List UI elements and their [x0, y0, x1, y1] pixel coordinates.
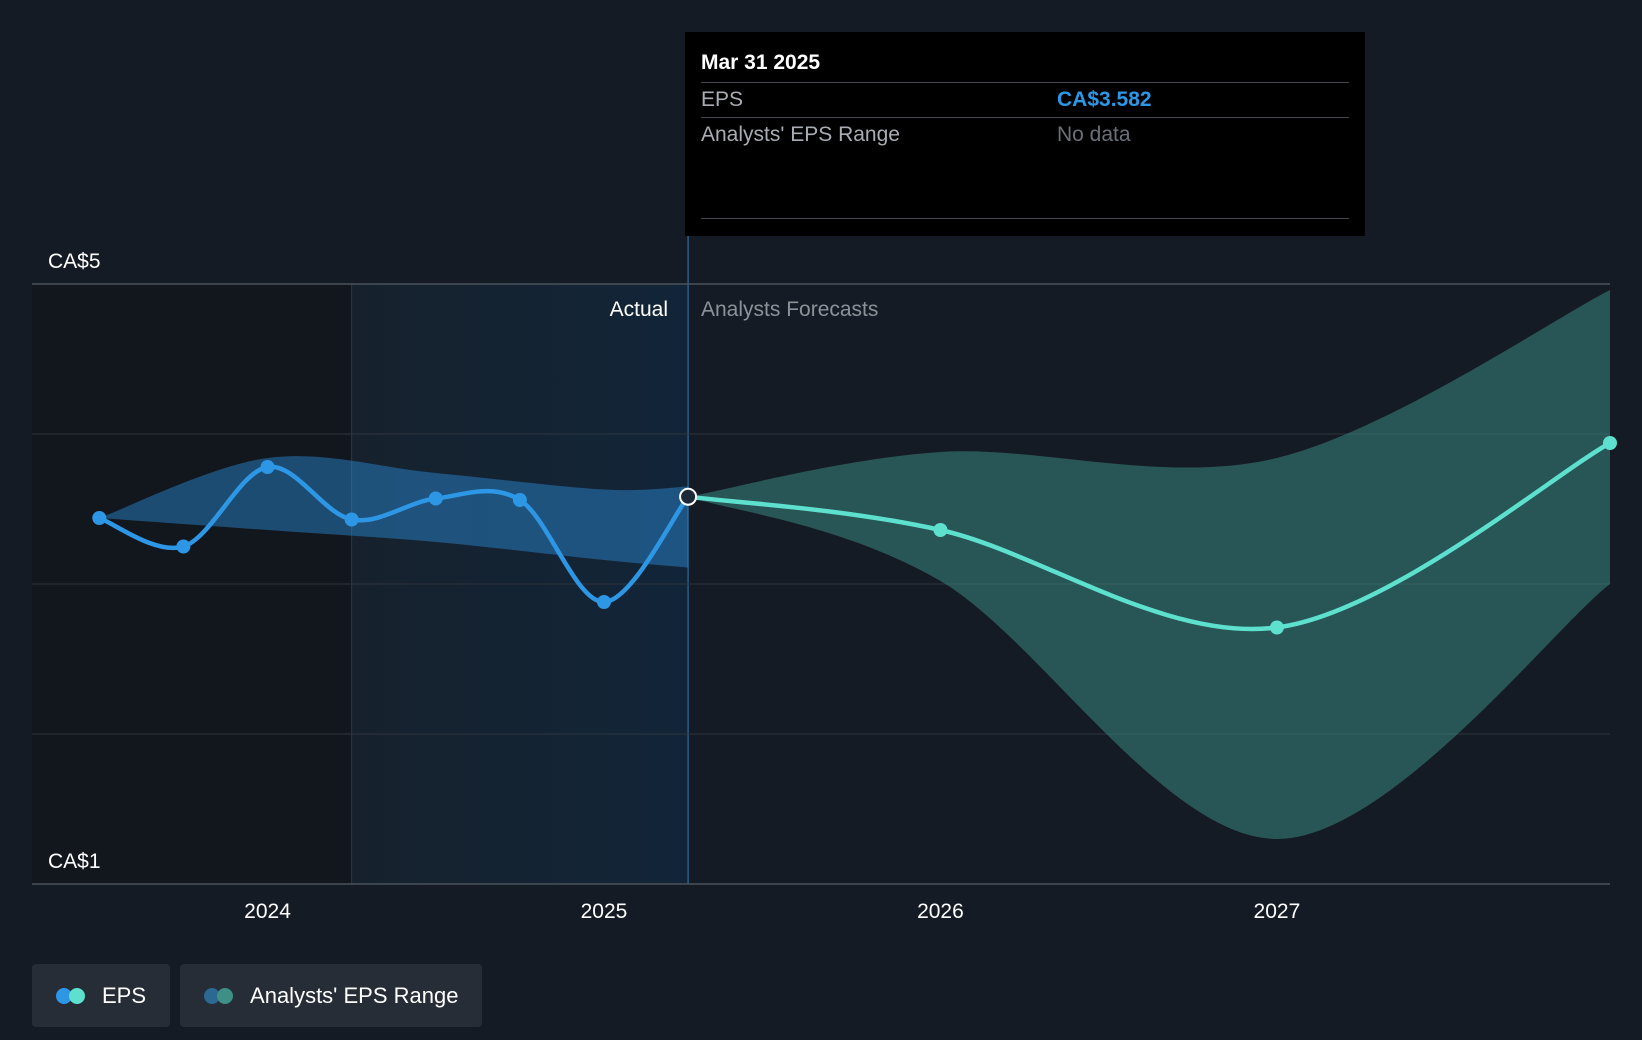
legend-dot — [56, 987, 72, 1004]
eps-point-6 — [596, 595, 611, 609]
eps-range-area-forecast — [688, 290, 1610, 840]
tooltip-range-label: Analysts' EPS Range — [701, 123, 900, 146]
x-tick-label-2027: 2027 — [1254, 900, 1301, 923]
legend-dot — [217, 987, 234, 1004]
eps-forecast-point-2 — [1269, 620, 1284, 635]
legend-dot — [204, 987, 221, 1004]
tooltip-eps-label: EPS — [701, 88, 744, 111]
legend-eps-label: EPS — [102, 982, 147, 1008]
legend: EPS Analysts' EPS Range — [32, 964, 483, 1027]
eps-point-0 — [92, 511, 107, 525]
eps-point-3 — [344, 512, 359, 527]
actual-region-label: Actual — [610, 298, 668, 321]
tooltip-eps-value: CA$3.582 — [1057, 88, 1152, 111]
y-tick-label-top: CA$5 — [48, 250, 101, 273]
eps-legend-icon — [56, 987, 86, 1004]
tooltip: Mar 31 2025 EPS CA$3.582 Analysts' EPS R… — [685, 32, 1365, 236]
eps-point-2 — [260, 460, 275, 474]
legend-item-eps-range[interactable]: Analysts' EPS Range — [180, 964, 483, 1027]
tooltip-divider — [701, 218, 1349, 219]
eps-forecast-point-1 — [933, 523, 948, 537]
eps-point-4 — [428, 491, 443, 506]
legend-dot — [69, 987, 85, 1004]
eps-forecast-point-3 — [1603, 436, 1617, 450]
y-tick-label-bottom: CA$1 — [48, 850, 101, 873]
tooltip-date: Mar 31 2025 — [701, 46, 1349, 83]
legend-item-eps[interactable]: EPS — [32, 964, 171, 1027]
tooltip-row-range: Analysts' EPS Range No data — [701, 118, 1349, 152]
tooltip-range-value: No data — [1057, 123, 1131, 146]
tooltip-row-eps: EPS CA$3.582 — [701, 83, 1349, 118]
x-tick-label-2024: 2024 — [244, 900, 291, 923]
eps-range-legend-icon — [204, 987, 234, 1004]
legend-range-label: Analysts' EPS Range — [250, 982, 459, 1008]
x-tick-label-2026: 2026 — [917, 900, 964, 923]
eps-forecast-line — [685, 440, 1613, 632]
eps-point-5 — [512, 493, 527, 507]
x-tick-label-2025: 2025 — [581, 900, 628, 923]
forecast-region-label: Analysts Forecasts — [701, 298, 878, 321]
eps-point-1 — [176, 539, 191, 554]
eps-highlight-point — [679, 487, 698, 506]
